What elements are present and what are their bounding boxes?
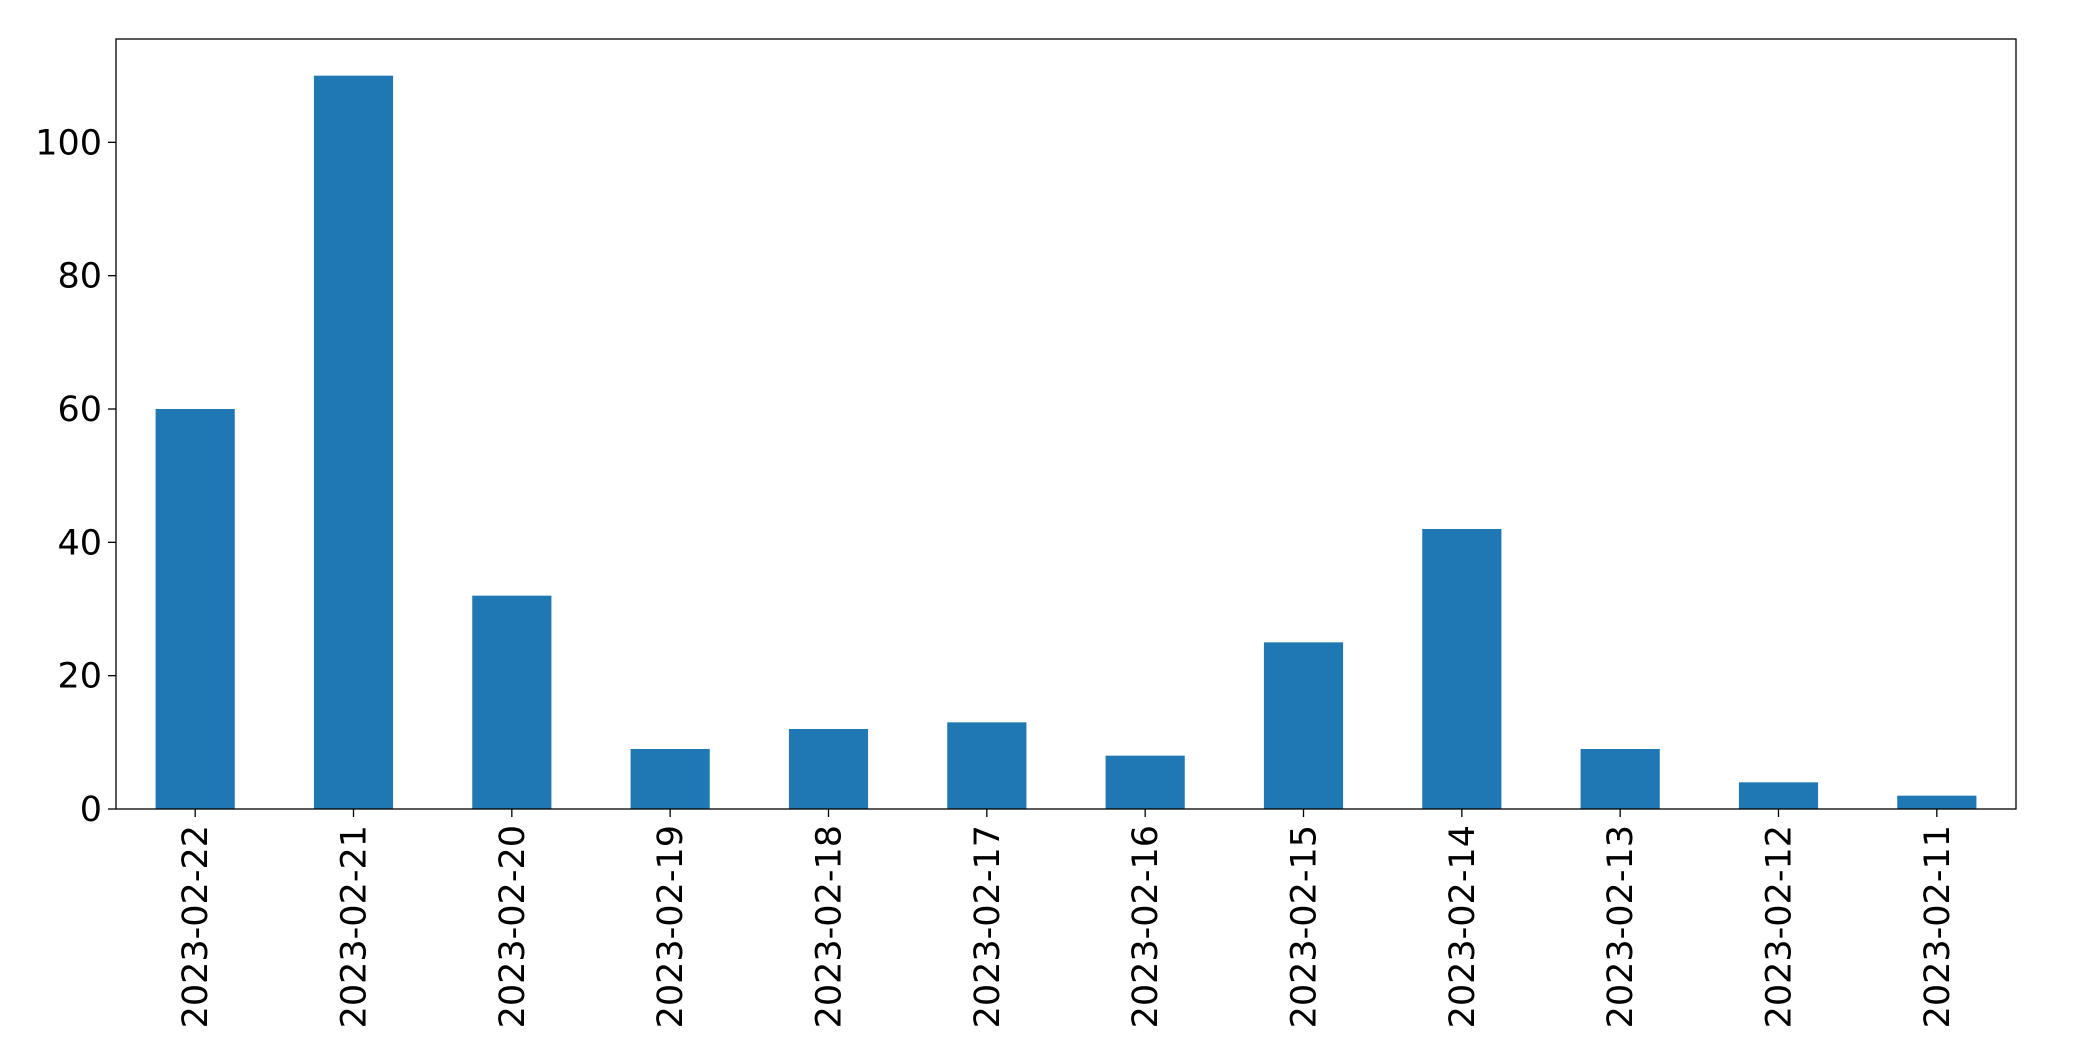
x-tick-label: 2023-02-15 <box>1285 825 1325 1028</box>
y-tick-label: 60 <box>57 390 102 430</box>
bar <box>1897 795 1977 809</box>
x-tick-label: 2023-02-19 <box>651 825 691 1028</box>
bar <box>1738 782 1819 809</box>
x-tick-label: 2023-02-12 <box>1760 825 1800 1028</box>
x-tick-label: 2023-02-22 <box>176 825 216 1028</box>
bar <box>1422 529 1502 809</box>
y-tick-label: 80 <box>57 257 102 297</box>
x-tick-label: 2023-02-20 <box>493 825 533 1028</box>
x-tick-label: 2023-02-13 <box>1601 825 1641 1028</box>
bar <box>947 722 1027 809</box>
x-tick-label: 2023-02-11 <box>1918 825 1958 1028</box>
bar <box>630 749 710 809</box>
bar <box>1580 749 1660 809</box>
bar <box>788 729 869 809</box>
y-tick-label: 100 <box>35 123 102 163</box>
x-tick-label: 2023-02-17 <box>968 825 1008 1028</box>
x-tick-label: 2023-02-16 <box>1126 825 1166 1028</box>
bar <box>155 409 235 809</box>
x-tick-label: 2023-02-21 <box>335 825 375 1028</box>
y-tick-label: 40 <box>57 523 102 563</box>
bar <box>472 595 552 809</box>
bar <box>313 75 394 809</box>
bar <box>1105 755 1185 809</box>
bar <box>1263 642 1344 809</box>
y-tick-label: 20 <box>57 657 102 697</box>
x-tick-label: 2023-02-18 <box>810 825 850 1028</box>
y-tick-label: 0 <box>80 790 102 830</box>
plot-frame <box>115 38 2017 810</box>
x-tick-label: 2023-02-14 <box>1443 825 1483 1028</box>
